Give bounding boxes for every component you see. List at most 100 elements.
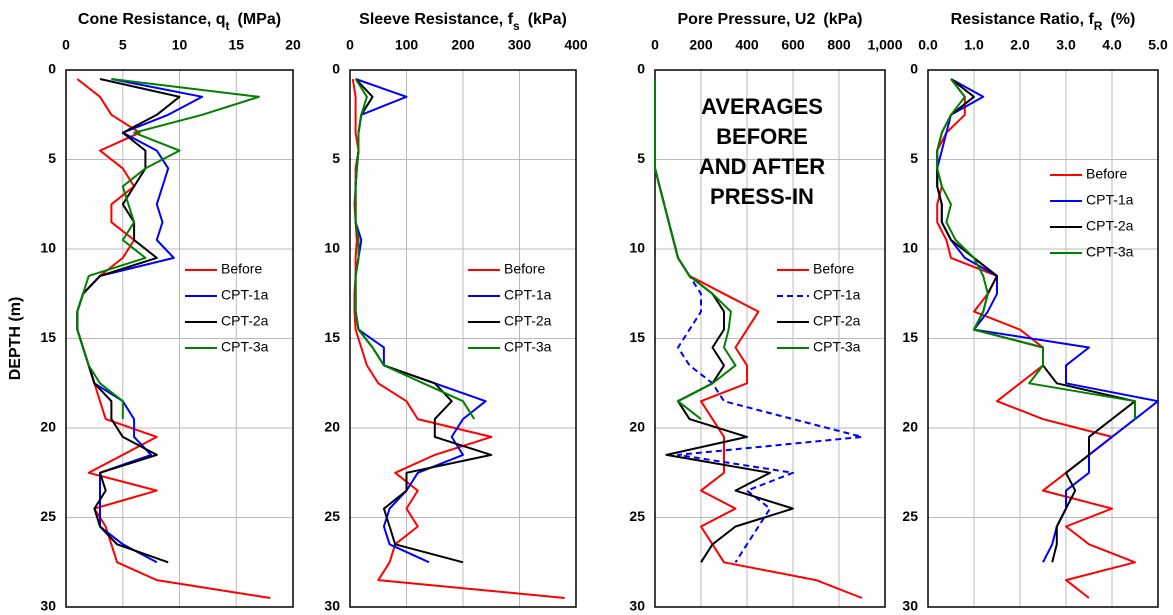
y-tick-label: 0 [910, 61, 918, 77]
y-tick-label: 10 [902, 240, 918, 256]
chart-title: Cone Resistance, qt (MPa) [78, 11, 281, 33]
title-subscript: t [226, 19, 230, 33]
y-tick-label: 20 [902, 419, 918, 435]
legend-label: Before [221, 261, 262, 277]
y-tick-label: 10 [40, 240, 56, 256]
legend-label: CPT-1a [813, 287, 861, 303]
series-line [936, 78, 1136, 420]
legend-label: CPT-3a [221, 339, 269, 355]
legend-label: CPT-3a [504, 339, 552, 355]
series-line [936, 78, 1136, 563]
x-tick-label: 5.0 [1148, 37, 1168, 53]
y-tick-label: 0 [48, 61, 56, 77]
x-tick-label: 1.0 [964, 37, 984, 53]
legend-label: CPT-1a [504, 287, 552, 303]
series-line [76, 78, 260, 420]
annotation: BEFORE [716, 124, 808, 149]
series-line [76, 78, 204, 564]
plot-frame [654, 69, 886, 608]
legend-label: CPT-2a [813, 313, 861, 329]
legend-label: CPT-2a [1086, 218, 1134, 234]
legend-label: CPT-3a [813, 339, 861, 355]
x-tick-label: 0 [651, 37, 659, 53]
x-tick-label: 2.0 [1010, 37, 1030, 53]
legend-label: CPT-1a [221, 287, 269, 303]
title-unit: (kPa) [823, 11, 862, 28]
y-tick-label: 30 [902, 598, 918, 614]
title-subscript: R [1094, 19, 1103, 33]
plot-frame [65, 69, 294, 608]
legend-label: CPT-2a [504, 313, 552, 329]
y-tick-label: 30 [629, 598, 645, 614]
x-tick-label: 3.0 [1056, 37, 1076, 53]
y-tick-label: 25 [40, 508, 56, 524]
legend-label: CPT-3a [1086, 244, 1134, 260]
title-subscript: s [513, 19, 520, 33]
x-tick-label: 200 [689, 37, 713, 53]
legend-label: Before [1086, 166, 1127, 182]
title-unit: (MPa) [238, 11, 282, 28]
title-text: Cone Resistance, q [78, 11, 226, 28]
y-tick-label: 25 [902, 508, 918, 524]
y-tick-label: 10 [629, 240, 645, 256]
series-line [654, 79, 794, 563]
x-tick-label: 10 [172, 37, 188, 53]
series-line [354, 78, 487, 564]
series-line [654, 79, 737, 420]
y-tick-label: 5 [332, 150, 340, 166]
title-unit: (%) [1110, 11, 1135, 28]
x-tick-label: 800 [827, 37, 851, 53]
title-text: Sleeve Resistance, f [359, 11, 514, 28]
y-axis-label: DEPTH (m) [7, 297, 24, 381]
x-tick-label: 5 [119, 37, 127, 53]
y-tick-label: 15 [324, 329, 340, 345]
x-tick-label: 0 [346, 37, 354, 53]
y-tick-label: 5 [637, 150, 645, 166]
x-tick-label: 4.0 [1102, 37, 1122, 53]
y-tick-label: 0 [637, 61, 645, 77]
y-tick-label: 5 [910, 150, 918, 166]
legend-label: Before [504, 261, 545, 277]
y-tick-label: 30 [40, 598, 56, 614]
annotation: AND AFTER [699, 154, 825, 179]
y-tick-label: 30 [324, 598, 340, 614]
legend-label: CPT-1a [1086, 192, 1134, 208]
series-line [354, 78, 476, 420]
x-tick-label: 400 [564, 37, 588, 53]
plot-frame [927, 69, 1159, 608]
y-tick-label: 25 [324, 508, 340, 524]
chart-title: Sleeve Resistance, fs (kPa) [359, 11, 567, 33]
x-tick-label: 200 [451, 37, 475, 53]
x-tick-label: 300 [508, 37, 532, 53]
chart-title: Pore Pressure, U2 (kPa) [678, 11, 863, 28]
y-tick-label: 15 [902, 329, 918, 345]
y-tick-label: 0 [332, 61, 340, 77]
x-tick-label: 0.0 [918, 37, 938, 53]
title-unit: (kPa) [528, 11, 567, 28]
y-tick-label: 25 [629, 508, 645, 524]
annotation: AVERAGES [701, 94, 823, 119]
series-line [936, 78, 1159, 563]
legend-label: Before [813, 261, 854, 277]
y-tick-label: 15 [629, 329, 645, 345]
x-tick-label: 100 [395, 37, 419, 53]
x-tick-label: 1,000 [867, 37, 902, 53]
y-tick-label: 10 [324, 240, 340, 256]
x-tick-label: 600 [781, 37, 805, 53]
y-tick-label: 20 [324, 419, 340, 435]
y-tick-label: 20 [629, 419, 645, 435]
x-tick-label: 15 [228, 37, 244, 53]
title-text: Pore Pressure, U2 [678, 11, 816, 28]
plot-frame [349, 69, 577, 608]
y-tick-label: 15 [40, 329, 56, 345]
x-tick-label: 400 [735, 37, 759, 53]
y-tick-label: 5 [48, 150, 56, 166]
chart-title: Resistance Ratio, fR (%) [951, 11, 1136, 33]
x-tick-label: 0 [62, 37, 70, 53]
title-text: Resistance Ratio, f [951, 11, 1095, 28]
series-line [76, 78, 181, 564]
y-tick-label: 20 [40, 419, 56, 435]
annotation: PRESS-IN [710, 184, 814, 209]
series-line [354, 78, 493, 564]
